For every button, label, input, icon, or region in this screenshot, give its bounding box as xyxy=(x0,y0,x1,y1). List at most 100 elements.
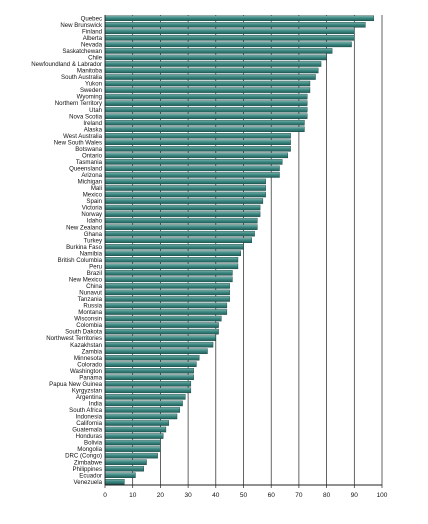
bars xyxy=(104,15,374,485)
category-label: Queensland xyxy=(69,166,102,173)
bar xyxy=(104,48,333,54)
bar xyxy=(104,146,291,152)
bar xyxy=(104,139,291,146)
bar xyxy=(104,35,355,41)
bar xyxy=(104,159,283,165)
tick-labels: 0 10 20 30 40 50 60 70 80 90 100 xyxy=(103,492,388,499)
category-label: Spain xyxy=(86,198,102,205)
bar xyxy=(104,354,200,361)
category-label: Russia xyxy=(83,303,102,310)
category-label: Montana xyxy=(78,309,102,316)
bar xyxy=(104,250,241,257)
bar xyxy=(104,465,144,472)
bar xyxy=(104,263,239,270)
category-label: Newfoundland & Labrador xyxy=(31,61,102,68)
x-tick-label: 10 xyxy=(129,492,137,499)
category-label: New South Wales xyxy=(54,139,102,146)
category-label: South Australia xyxy=(61,74,103,81)
bar xyxy=(104,394,186,400)
category-label: New Mexico xyxy=(69,276,103,283)
category-label: New Zealand xyxy=(66,224,102,231)
bar xyxy=(104,472,136,478)
bar xyxy=(104,126,305,132)
category-label: Ecuador xyxy=(79,472,102,479)
category-label: Burkina Faso xyxy=(66,244,103,251)
category-label: Bolivia xyxy=(84,440,103,447)
category-label: Argentina xyxy=(76,394,103,401)
category-label: California xyxy=(76,420,102,427)
category-label: Manitoba xyxy=(77,68,103,75)
category-label: Alberta xyxy=(83,35,103,42)
bar xyxy=(104,133,291,139)
category-label: Zimbabwe xyxy=(74,459,103,466)
bar xyxy=(104,289,230,296)
category-label: Mexico xyxy=(83,192,103,199)
grid-lines xyxy=(132,15,383,485)
bar xyxy=(104,459,147,465)
x-tick-label: 70 xyxy=(295,492,303,499)
bar xyxy=(104,335,217,341)
category-label: Papua New Guinea xyxy=(49,381,102,388)
bar xyxy=(104,93,308,100)
bar xyxy=(104,230,255,237)
bar xyxy=(104,106,308,113)
bar xyxy=(104,15,374,22)
category-label: Philippines xyxy=(73,466,102,473)
x-tick-label: 40 xyxy=(212,492,220,499)
bar xyxy=(104,204,261,211)
category-label: Wyoming xyxy=(77,94,102,101)
bar xyxy=(104,315,222,322)
category-label: Sweden xyxy=(80,87,102,94)
category-label: South Dakota xyxy=(65,329,103,336)
category-label: South Africa xyxy=(69,407,102,414)
bar xyxy=(104,328,219,335)
x-tick-label: 30 xyxy=(184,492,192,499)
bar xyxy=(104,400,183,407)
bar xyxy=(104,211,261,217)
category-label: New Brunswick xyxy=(60,22,103,29)
bar xyxy=(104,322,219,328)
bar xyxy=(104,420,169,426)
bar xyxy=(104,341,214,348)
x-tick-label: 80 xyxy=(323,492,331,499)
bar xyxy=(104,413,178,420)
category-label: Nevada xyxy=(81,41,103,48)
category-label: Tasmania xyxy=(76,159,103,166)
bar xyxy=(104,22,366,28)
category-label: Namibia xyxy=(80,250,103,257)
bar xyxy=(104,41,352,48)
category-label: Mongolia xyxy=(77,446,102,453)
axes xyxy=(104,15,383,488)
bar xyxy=(104,80,311,87)
bar xyxy=(104,152,289,159)
bar xyxy=(104,387,192,394)
x-tick-label: 60 xyxy=(268,492,276,499)
bar xyxy=(104,28,355,35)
category-label: Panama xyxy=(79,374,102,381)
bar xyxy=(104,439,161,446)
bar xyxy=(104,257,239,263)
bar xyxy=(104,381,192,387)
category-label: Turkey xyxy=(84,237,103,244)
category-label: Arizona xyxy=(81,172,102,179)
bar xyxy=(104,296,230,302)
category-label: Alaska xyxy=(84,126,103,133)
bar xyxy=(104,270,233,276)
category-label: Washington xyxy=(70,368,102,375)
category-label: DRC (Congo) xyxy=(65,453,102,460)
bar xyxy=(104,191,266,198)
category-label: Colorado xyxy=(77,361,102,368)
bar xyxy=(104,452,158,459)
category-label: Finland xyxy=(82,28,102,35)
category-label: Zambia xyxy=(82,348,103,355)
category-label: Ontario xyxy=(82,152,103,159)
bar xyxy=(104,165,280,172)
category-label: Kazakhstan xyxy=(70,342,102,349)
bar xyxy=(104,302,228,309)
category-label: Mali xyxy=(91,185,102,192)
bar xyxy=(104,446,161,452)
x-tick-label: 20 xyxy=(157,492,165,499)
bar xyxy=(104,74,316,80)
